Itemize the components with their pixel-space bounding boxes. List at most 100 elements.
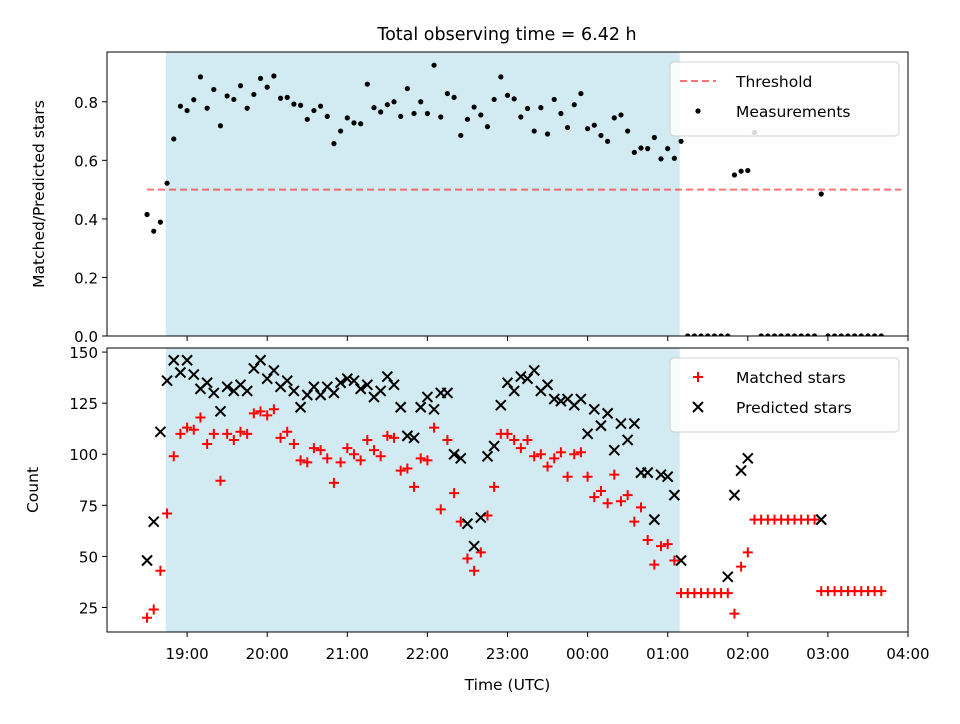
data-point [541, 379, 554, 391]
data-point [154, 426, 167, 438]
data-point [237, 83, 244, 89]
data-point [328, 387, 340, 399]
data-point [221, 381, 233, 393]
data-point [188, 368, 200, 381]
data-point [268, 364, 280, 377]
data-point [675, 554, 687, 567]
data-point [661, 471, 674, 483]
data-point [585, 126, 591, 132]
data-point [638, 145, 644, 151]
data-point [162, 508, 173, 519]
data-point [611, 115, 617, 121]
data-point [805, 333, 811, 336]
data-point [449, 488, 460, 499]
data-point [852, 333, 858, 336]
data-point [244, 105, 250, 111]
data-point [402, 463, 413, 474]
legend-label: Threshold [735, 73, 812, 91]
data-point [144, 211, 150, 218]
chart-title: Total observing time = 6.42 h [376, 25, 636, 45]
data-point [168, 354, 180, 366]
data-point [315, 445, 326, 456]
data-point [618, 112, 624, 118]
data-point [809, 514, 820, 525]
data-point [322, 453, 333, 464]
data-point [736, 561, 747, 572]
legend: Threshold Measurements [669, 61, 900, 137]
data-point [575, 447, 586, 458]
data-point [705, 333, 711, 336]
data-point [164, 180, 170, 186]
data-point [515, 370, 527, 383]
legend-label: Matched stars [736, 369, 846, 387]
data-point [825, 333, 831, 336]
data-point [878, 333, 884, 336]
data-point [361, 379, 374, 391]
data-point [645, 146, 651, 152]
data-point [261, 372, 273, 385]
data-point [155, 565, 166, 576]
data-point [448, 448, 460, 460]
x-tick-label: 00:00 [566, 645, 609, 663]
data-point [181, 354, 193, 366]
data-point [431, 62, 437, 68]
data-point [636, 502, 646, 513]
count-panel: 25 50 75 100 125 150 19:00 20:00 21:00 22:00 23:00… [24, 344, 930, 694]
data-point [555, 395, 567, 407]
data-point [268, 404, 279, 415]
data-point [342, 443, 353, 454]
data-point [394, 401, 407, 413]
data-point [669, 555, 680, 566]
data-point [408, 432, 420, 444]
data-point [508, 385, 520, 397]
data-point [475, 511, 487, 524]
data-point [498, 74, 504, 80]
data-point [257, 75, 264, 81]
data-point [578, 90, 584, 97]
data-point [382, 430, 393, 441]
data-point [351, 120, 357, 126]
y-axis-label: Count [24, 467, 42, 513]
x-axis-label: Time (UTC) [464, 676, 551, 694]
ratio-panel: 0.0 0.2 0.4 0.6 0.8 Matched/Predicted stars Th… [30, 51, 909, 346]
y-tick-label: 125 [69, 395, 98, 413]
data-point [489, 481, 500, 492]
data-point [455, 452, 467, 465]
data-point [642, 535, 653, 546]
data-point [629, 516, 640, 527]
data-point [524, 105, 531, 112]
data-point [615, 417, 627, 430]
data-point [649, 559, 660, 570]
data-point [217, 123, 224, 129]
data-point [157, 219, 163, 225]
data-point [429, 422, 440, 433]
data-point [502, 428, 513, 439]
data-point [441, 387, 454, 399]
data-point [665, 146, 671, 152]
y-tick-label: 75 [79, 497, 98, 515]
data-point [658, 156, 664, 162]
data-point [876, 586, 887, 597]
data-point [648, 513, 661, 526]
y-tick-label: 50 [79, 548, 98, 566]
data-point [785, 333, 791, 336]
data-point [184, 107, 190, 114]
data-point [668, 489, 681, 501]
legend-swatch [695, 108, 701, 114]
data-point [422, 455, 433, 466]
data-point [631, 149, 637, 156]
x-tick-label: 01:00 [646, 645, 689, 663]
data-point [481, 450, 494, 462]
data-point [535, 449, 546, 460]
data-point [214, 405, 227, 418]
data-point [202, 439, 213, 450]
data-point [811, 333, 818, 336]
legend-label: Predicted stars [736, 399, 852, 417]
data-point [378, 109, 384, 115]
data-point [311, 107, 317, 114]
data-point [295, 455, 306, 466]
data-point [711, 333, 718, 336]
legend-label: Measurements [736, 103, 851, 121]
data-point [421, 391, 434, 403]
data-point [555, 447, 566, 458]
